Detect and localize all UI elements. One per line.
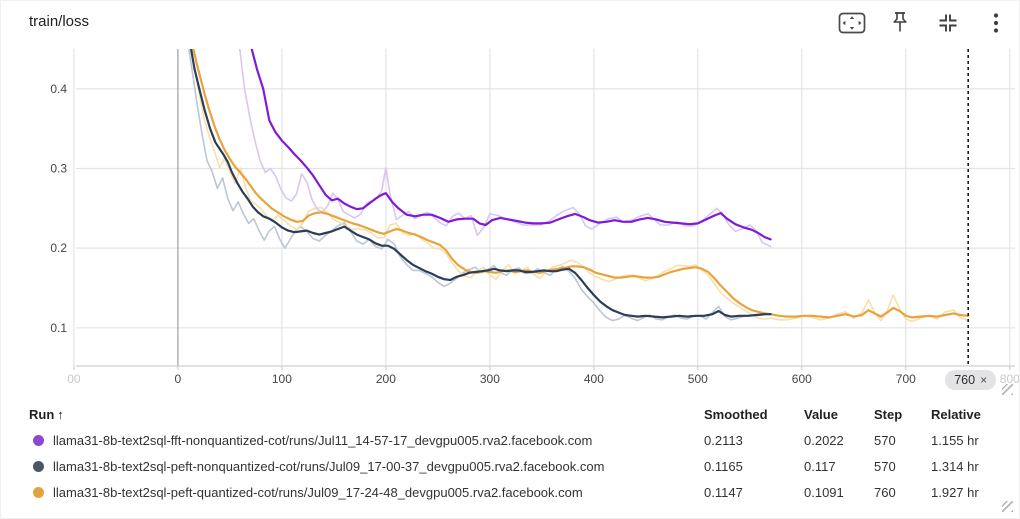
run-name-link[interactable]: llama31-8b-text2sql-fft-nonquantized-cot… <box>53 432 593 448</box>
run-color-dot[interactable] <box>33 434 44 446</box>
train-loss-chart[interactable]: 0.1 0.2 0.3 0.4 0 100 200 300 400 500 600 700 00 800 <box>1 1 1020 399</box>
smoothed-value: 0.2113 <box>704 432 743 448</box>
panel-toolbar <box>837 9 1011 37</box>
svg-text:700: 700 <box>896 372 916 386</box>
svg-text:0.3: 0.3 <box>50 162 67 176</box>
svg-text:0.2: 0.2 <box>50 241 67 255</box>
svg-text:100: 100 <box>272 372 292 386</box>
pin-button[interactable] <box>885 9 915 37</box>
column-header-smoothed[interactable]: Smoothed <box>704 406 768 422</box>
run-color-dot[interactable] <box>33 460 44 472</box>
zoom-to-fit-button[interactable] <box>837 9 867 37</box>
column-header-step[interactable]: Step <box>874 406 903 422</box>
svg-text:400: 400 <box>584 372 604 386</box>
run-name-link[interactable]: llama31-8b-text2sql-peft-nonquantized-co… <box>53 458 605 474</box>
svg-text:0.1: 0.1 <box>50 321 67 335</box>
value-value: 0.2022 <box>804 432 844 448</box>
value-value: 0.1091 <box>804 484 844 500</box>
smoothed-value: 0.1165 <box>704 458 743 474</box>
relative-value: 1.927 hr <box>931 484 979 500</box>
table-row[interactable]: llama31-8b-text2sql-peft-quantized-cot/r… <box>1 479 1019 505</box>
svg-text:200: 200 <box>376 372 396 386</box>
kebab-menu-button[interactable] <box>981 9 1011 37</box>
column-header-run[interactable]: Run ↑ <box>29 406 64 422</box>
kebab-menu-icon <box>992 11 1000 35</box>
runs-table: Run ↑ Smoothed Value Step Relative llama3… <box>1 401 1019 505</box>
step-value: 760 <box>874 484 896 500</box>
relative-value: 1.314 hr <box>931 458 979 474</box>
runs-table-header: Run ↑ Smoothed Value Step Relative <box>1 401 1019 427</box>
chart-resize-handle[interactable] <box>1002 384 1013 395</box>
value-value: 0.117 <box>804 458 836 474</box>
step-value: 570 <box>874 458 896 474</box>
svg-text:0: 0 <box>175 372 182 386</box>
x-axis-zoom-badge[interactable]: 760 × <box>945 370 997 390</box>
column-header-relative[interactable]: Relative <box>931 406 981 422</box>
run-color-dot[interactable] <box>33 486 44 498</box>
smoothed-value: 0.1147 <box>704 484 743 500</box>
step-value: 570 <box>874 432 896 448</box>
zoom-to-fit-icon <box>838 12 866 34</box>
column-header-value[interactable]: Value <box>804 406 838 422</box>
zoom-badge-value: 760 <box>954 373 976 387</box>
svg-text:600: 600 <box>792 372 812 386</box>
collapse-icon <box>936 11 960 35</box>
svg-text:300: 300 <box>480 372 500 386</box>
panel-title: train/loss <box>29 13 90 30</box>
run-name-link[interactable]: llama31-8b-text2sql-peft-quantized-cot/r… <box>53 484 583 500</box>
relative-value: 1.155 hr <box>931 432 979 448</box>
pin-icon <box>889 10 911 36</box>
collapse-button[interactable] <box>933 9 963 37</box>
table-row[interactable]: llama31-8b-text2sql-fft-nonquantized-cot… <box>1 427 1019 453</box>
svg-text:00: 00 <box>67 372 81 386</box>
sort-ascending-icon: ↑ <box>57 406 64 422</box>
table-resize-handle[interactable] <box>1002 501 1013 512</box>
clear-zoom-icon[interactable]: × <box>980 373 988 387</box>
svg-text:800: 800 <box>1000 372 1020 386</box>
svg-text:0.4: 0.4 <box>50 82 67 96</box>
svg-text:500: 500 <box>688 372 708 386</box>
table-row[interactable]: llama31-8b-text2sql-peft-nonquantized-co… <box>1 453 1019 479</box>
